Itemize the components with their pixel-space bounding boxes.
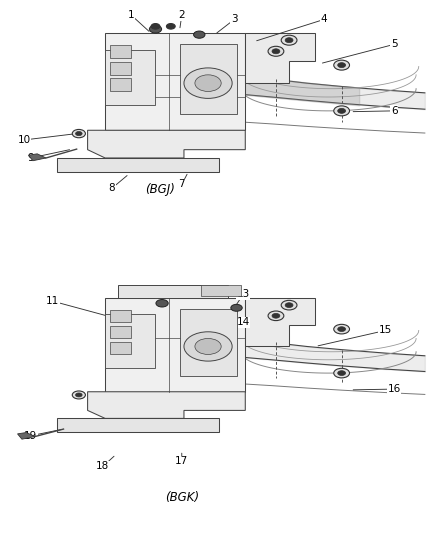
Text: 3: 3 <box>231 14 238 25</box>
FancyBboxPatch shape <box>110 326 131 338</box>
Circle shape <box>195 75 221 92</box>
Text: 13: 13 <box>237 289 250 300</box>
Text: 16: 16 <box>388 384 401 394</box>
Circle shape <box>184 68 232 99</box>
Text: 4: 4 <box>321 14 328 25</box>
Circle shape <box>338 63 346 68</box>
Text: 10: 10 <box>18 135 31 145</box>
Circle shape <box>184 332 232 361</box>
Text: 5: 5 <box>391 39 398 50</box>
Polygon shape <box>57 418 219 432</box>
Text: 2: 2 <box>178 10 185 20</box>
Circle shape <box>156 300 168 307</box>
Circle shape <box>72 391 85 399</box>
Circle shape <box>338 327 346 332</box>
Circle shape <box>72 130 85 138</box>
Circle shape <box>285 38 293 43</box>
Polygon shape <box>28 154 46 161</box>
Text: 15: 15 <box>379 326 392 335</box>
Circle shape <box>272 49 280 54</box>
Text: 19: 19 <box>24 431 37 441</box>
FancyBboxPatch shape <box>105 314 155 368</box>
Circle shape <box>338 108 346 114</box>
Circle shape <box>231 304 242 311</box>
FancyBboxPatch shape <box>110 78 131 92</box>
Polygon shape <box>245 33 315 83</box>
FancyBboxPatch shape <box>201 285 241 296</box>
Text: 8: 8 <box>108 183 115 193</box>
Polygon shape <box>88 392 245 418</box>
Polygon shape <box>88 130 245 158</box>
FancyBboxPatch shape <box>110 45 131 58</box>
Text: 6: 6 <box>391 106 398 116</box>
FancyBboxPatch shape <box>180 44 237 114</box>
FancyBboxPatch shape <box>110 310 131 322</box>
FancyBboxPatch shape <box>105 298 245 392</box>
Text: 1: 1 <box>128 10 135 20</box>
Circle shape <box>195 338 221 354</box>
Polygon shape <box>57 158 219 172</box>
Text: (BGJ): (BGJ) <box>145 182 175 196</box>
Text: 7: 7 <box>178 179 185 189</box>
Text: 12: 12 <box>155 288 169 298</box>
Circle shape <box>76 393 82 397</box>
Circle shape <box>268 311 284 321</box>
Circle shape <box>272 313 280 318</box>
Circle shape <box>338 371 346 375</box>
Circle shape <box>334 60 350 70</box>
FancyBboxPatch shape <box>180 309 237 376</box>
Circle shape <box>166 23 175 29</box>
Circle shape <box>281 35 297 45</box>
Circle shape <box>76 132 82 136</box>
FancyBboxPatch shape <box>105 50 155 106</box>
Circle shape <box>149 25 162 33</box>
Polygon shape <box>18 433 35 439</box>
FancyBboxPatch shape <box>110 61 131 75</box>
Polygon shape <box>245 298 315 346</box>
Circle shape <box>281 301 297 310</box>
Circle shape <box>285 303 293 308</box>
Text: 18: 18 <box>96 462 110 471</box>
Text: (BGK): (BGK) <box>165 490 199 504</box>
FancyBboxPatch shape <box>118 285 228 298</box>
Circle shape <box>268 46 284 56</box>
Circle shape <box>194 31 205 38</box>
Circle shape <box>334 324 350 334</box>
Circle shape <box>334 106 350 116</box>
Text: 11: 11 <box>46 296 59 306</box>
FancyBboxPatch shape <box>105 33 245 130</box>
Text: 17: 17 <box>175 456 188 466</box>
Circle shape <box>151 23 160 29</box>
FancyBboxPatch shape <box>110 342 131 354</box>
Text: 14: 14 <box>237 318 250 327</box>
Circle shape <box>334 368 350 378</box>
Text: 9: 9 <box>27 153 34 163</box>
